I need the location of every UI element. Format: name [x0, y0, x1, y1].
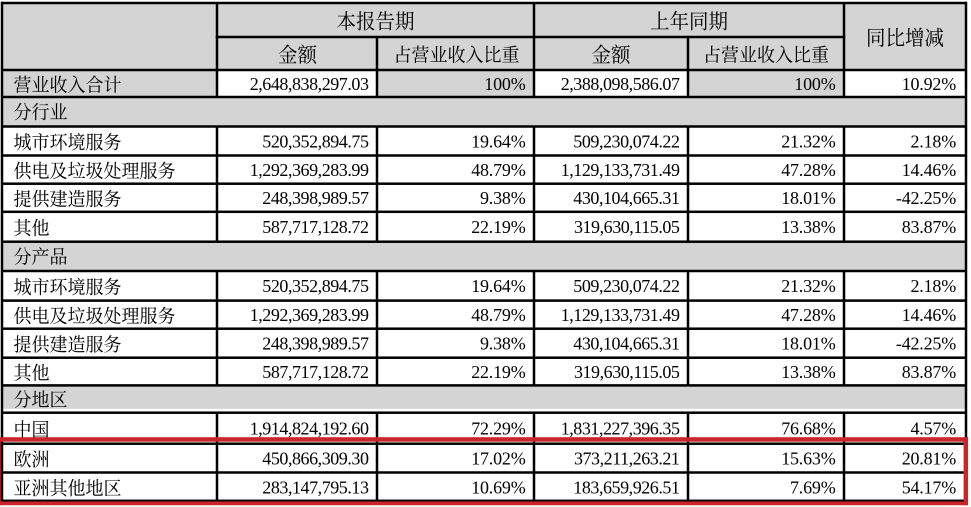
- svg-text:22.19%: 22.19%: [471, 362, 526, 382]
- svg-text:13.38%: 13.38%: [781, 217, 836, 237]
- svg-text:1,292,369,283.99: 1,292,369,283.99: [250, 305, 369, 325]
- svg-text:283,147,795.13: 283,147,795.13: [262, 477, 369, 497]
- svg-text:7.69%: 7.69%: [790, 477, 836, 497]
- svg-text:2.18%: 2.18%: [911, 276, 957, 296]
- svg-text:21.32%: 21.32%: [781, 131, 836, 151]
- svg-text:1,831,227,396.35: 1,831,227,396.35: [561, 419, 680, 439]
- svg-text:9.38%: 9.38%: [480, 334, 526, 354]
- svg-text:248,398,989.57: 248,398,989.57: [262, 334, 369, 354]
- svg-text:10.92%: 10.92%: [902, 74, 957, 94]
- svg-text:183,659,926.51: 183,659,926.51: [573, 477, 679, 497]
- svg-text:9.38%: 9.38%: [480, 188, 526, 208]
- svg-text:47.28%: 47.28%: [781, 305, 836, 325]
- svg-text:19.64%: 19.64%: [471, 276, 526, 296]
- svg-text:20.81%: 20.81%: [902, 449, 957, 469]
- svg-text:48.79%: 48.79%: [471, 305, 526, 325]
- svg-text:2,388,098,586.07: 2,388,098,586.07: [561, 74, 680, 94]
- svg-text:22.19%: 22.19%: [471, 217, 526, 237]
- svg-text:430,104,665.31: 430,104,665.31: [573, 188, 679, 208]
- svg-text:-42.25%: -42.25%: [896, 188, 956, 208]
- svg-text:76.68%: 76.68%: [781, 419, 836, 439]
- svg-text:319,630,115.05: 319,630,115.05: [574, 362, 680, 382]
- svg-text:14.46%: 14.46%: [902, 305, 957, 325]
- svg-text:15.63%: 15.63%: [781, 449, 836, 469]
- svg-text:587,717,128.72: 587,717,128.72: [262, 362, 368, 382]
- svg-text:520,352,894.75: 520,352,894.75: [262, 131, 369, 151]
- svg-text:509,230,074.22: 509,230,074.22: [573, 131, 679, 151]
- svg-text:18.01%: 18.01%: [781, 334, 836, 354]
- svg-text:520,352,894.75: 520,352,894.75: [262, 276, 369, 296]
- svg-text:13.38%: 13.38%: [781, 362, 836, 382]
- svg-text:18.01%: 18.01%: [781, 188, 836, 208]
- svg-text:10.69%: 10.69%: [471, 477, 526, 497]
- svg-text:83.87%: 83.87%: [902, 217, 957, 237]
- svg-text:319,630,115.05: 319,630,115.05: [574, 217, 680, 237]
- svg-text:1,914,824,192.60: 1,914,824,192.60: [250, 419, 369, 439]
- svg-text:100%: 100%: [794, 74, 835, 94]
- svg-text:19.64%: 19.64%: [471, 131, 526, 151]
- svg-text:100%: 100%: [484, 74, 525, 94]
- svg-text:54.17%: 54.17%: [902, 477, 957, 497]
- svg-text:509,230,074.22: 509,230,074.22: [573, 276, 679, 296]
- svg-text:248,398,989.57: 248,398,989.57: [262, 188, 369, 208]
- svg-text:587,717,128.72: 587,717,128.72: [262, 217, 368, 237]
- svg-text:1,129,133,731.49: 1,129,133,731.49: [561, 160, 680, 180]
- svg-text:1,129,133,731.49: 1,129,133,731.49: [561, 305, 680, 325]
- svg-text:1,292,369,283.99: 1,292,369,283.99: [250, 160, 369, 180]
- svg-text:373,211,263.21: 373,211,263.21: [574, 449, 680, 469]
- svg-text:47.28%: 47.28%: [781, 160, 836, 180]
- svg-text:21.32%: 21.32%: [781, 276, 836, 296]
- svg-text:14.46%: 14.46%: [902, 160, 957, 180]
- svg-text:450,866,309.30: 450,866,309.30: [262, 449, 369, 469]
- svg-text:-42.25%: -42.25%: [896, 334, 956, 354]
- svg-text:72.29%: 72.29%: [471, 419, 526, 439]
- svg-text:2,648,838,297.03: 2,648,838,297.03: [250, 74, 369, 94]
- svg-text:2.18%: 2.18%: [911, 131, 957, 151]
- svg-text:48.79%: 48.79%: [471, 160, 526, 180]
- svg-text:430,104,665.31: 430,104,665.31: [573, 334, 679, 354]
- svg-text:83.87%: 83.87%: [902, 362, 957, 382]
- svg-text:4.57%: 4.57%: [911, 419, 957, 439]
- svg-text:17.02%: 17.02%: [471, 449, 526, 469]
